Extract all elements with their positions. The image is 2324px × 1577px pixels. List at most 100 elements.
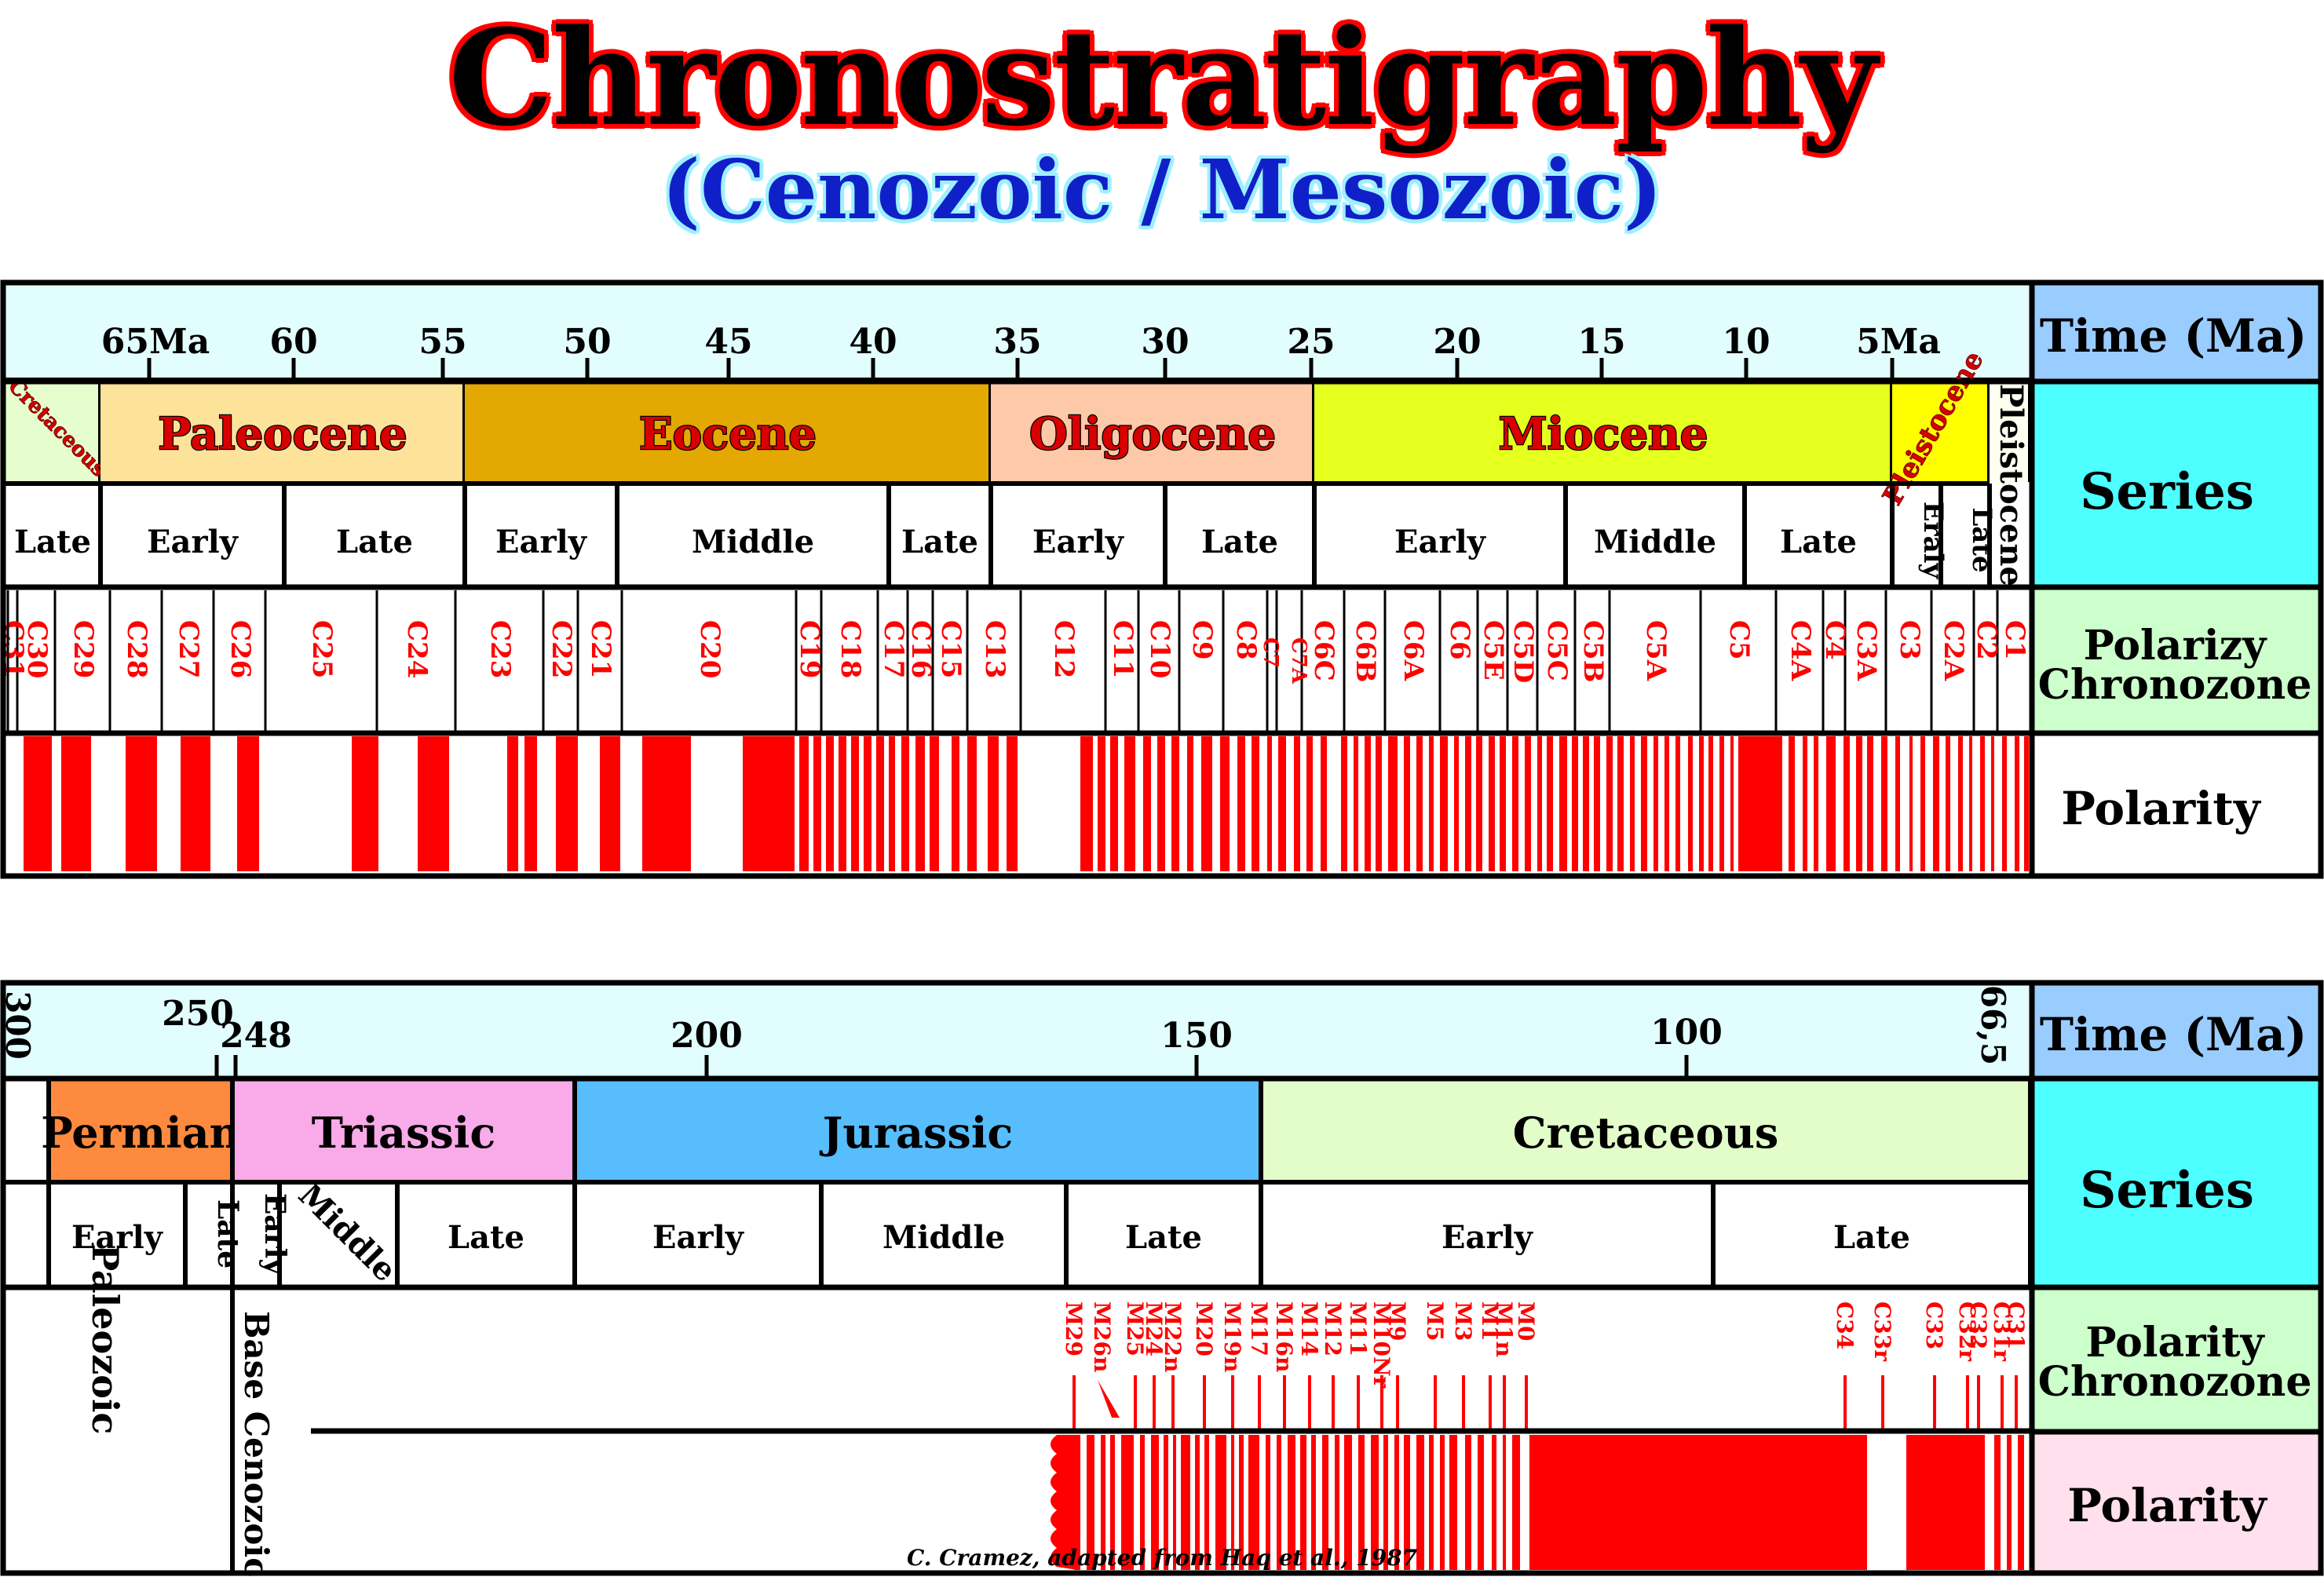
- bottom-period-label: Triassic: [312, 1108, 495, 1158]
- top-polarity-stripe: [1157, 736, 1165, 871]
- top-time-tick-label: 5Ma: [1856, 322, 1941, 362]
- top-chron-label: C17: [878, 620, 909, 678]
- top-polarity-stripe: [1525, 736, 1531, 871]
- top-polarity-stripe: [1803, 736, 1807, 871]
- top-time-tick-label: 30: [1141, 322, 1189, 362]
- bottom-polarity-stripe: [1300, 1435, 1306, 1570]
- top-chron-label: C5D: [1507, 620, 1539, 683]
- top-chron-label: C5B: [1577, 620, 1609, 682]
- top-time-axis: 65Ma 60 55 50 45 40 35 30 25 20 15 10 5Ma: [101, 322, 1941, 380]
- top-polarity-stripe: [1920, 736, 1925, 871]
- cenozoic-panel: Time (Ma) 65Ma 60 55 50 45 40 35 30 25 20 15 10 5Ma …: [0, 279, 2324, 879]
- bottom-subdivision-label: Middle: [291, 1177, 404, 1290]
- top-polarity-stripe: [1007, 736, 1018, 871]
- credit-line: C. Cramez, adapted from Haq et al., 1987: [906, 1545, 1418, 1571]
- top-epoch-label: Oligocene: [1029, 408, 1276, 460]
- top-polarity-stripe: [799, 736, 809, 871]
- bottom-chron-label: M10Nr: [1368, 1301, 1394, 1389]
- bottom-polarity-label: Polarity: [2067, 1479, 2268, 1532]
- bottom-polarity-stripe: [1204, 1435, 1209, 1570]
- bottom-time-tick-label: 150: [1160, 1016, 1233, 1056]
- top-polarity-stripe: [1080, 736, 1093, 871]
- top-time-tick-label: 55: [418, 322, 466, 362]
- top-subdivision-label: Late: [1780, 524, 1857, 560]
- bottom-polarity-stripe: [1101, 1435, 1105, 1570]
- bottom-time-label-box: [2034, 984, 2319, 1077]
- bottom-time-tick-label: 300: [0, 991, 37, 1060]
- top-polarity-stripe: [1267, 736, 1272, 871]
- top-subdivision-label: Late: [1201, 524, 1278, 560]
- bottom-time-label: Time (Ma): [2040, 1008, 2307, 1061]
- bottom-polarity-stripe: [1906, 1435, 1985, 1570]
- top-polarity-stripe: [839, 736, 846, 871]
- top-polarity-stripe: [1933, 736, 1939, 871]
- top-chron-label: C10: [1144, 620, 1175, 678]
- top-polarity-stripe: [1991, 736, 1994, 871]
- top-polarity-label-box: [2034, 735, 2319, 874]
- top-polarity-stripe: [24, 736, 52, 871]
- bottom-chron-label: M17: [1246, 1301, 1272, 1356]
- top-chron-label: C16: [905, 620, 937, 678]
- bottom-subdivision-label: Middle: [882, 1219, 1005, 1256]
- top-chron-label: C2: [1971, 620, 2002, 660]
- top-polarity-stripe: [1699, 736, 1704, 871]
- bottom-time-band: [5, 984, 2030, 1077]
- top-polarity-label: Polarity: [2061, 782, 2262, 835]
- top-chron-label: C23: [484, 620, 516, 678]
- top-polarity-stripe: [952, 736, 959, 871]
- top-polarity-stripe: [1416, 736, 1423, 871]
- bottom-chronozone-label-1: Polarity: [2085, 1319, 2265, 1367]
- top-subdivision-label: Late: [1966, 507, 1997, 572]
- top-polarity-stripe: [967, 736, 977, 871]
- top-chron-label: C12: [1048, 620, 1080, 678]
- bottom-polarity-stripe: [1051, 1435, 1077, 1570]
- top-subdivision-label: Early: [147, 524, 239, 560]
- top-epoch-cell: [1990, 383, 2030, 482]
- top-epoch-cell: [465, 383, 991, 482]
- bottom-time-tick-label: 100: [1650, 1013, 1723, 1053]
- top-polarity-stripe: [915, 736, 925, 871]
- top-time-tick-label: 20: [1433, 322, 1481, 362]
- bottom-chron-label: M22n: [1160, 1301, 1186, 1372]
- top-chron-label: C5C: [1541, 620, 1573, 681]
- top-chron-label: C25: [306, 620, 338, 678]
- top-chron-label: C5A: [1640, 620, 1672, 681]
- top-time-tick-label: 45: [704, 322, 752, 362]
- top-epoch-cell: [1314, 383, 1892, 482]
- top-polarity-stripe: [1171, 736, 1179, 871]
- top-chron-label: C6B: [1350, 620, 1381, 682]
- top-polarity-stripe: [1388, 736, 1398, 871]
- top-time-tick-label: 40: [849, 322, 897, 362]
- top-polarity-stripe: [1220, 736, 1230, 871]
- top-chron-label: C24: [401, 620, 433, 678]
- bottom-polarity-stripe: [1239, 1435, 1244, 1570]
- top-chronozone-label-2: Chronozone: [2038, 661, 2312, 709]
- bottom-polarity-stripe: [1335, 1435, 1339, 1570]
- top-polarity-stripe: [1738, 736, 1782, 871]
- bottom-subdivision-label: Late: [211, 1199, 244, 1269]
- top-polarity-stripe: [1376, 736, 1382, 871]
- top-time-label-box: [2034, 284, 2319, 380]
- bottom-chronozone-label-2: Chronozone: [2038, 1358, 2312, 1406]
- top-polarity-stripe: [1630, 736, 1635, 871]
- top-polarity-stripe: [1708, 736, 1713, 871]
- top-polarity-row: [24, 736, 2029, 871]
- top-chron-label: C29: [68, 620, 99, 678]
- bottom-chron-label: M1: [1477, 1301, 1503, 1341]
- top-polarity-stripe: [1454, 736, 1459, 871]
- bottom-period-cell: [235, 1081, 572, 1181]
- top-polarity-stripe: [1730, 736, 1734, 871]
- top-polarity-stripe: [1341, 736, 1347, 871]
- top-subdivision-label: Early: [1394, 524, 1487, 560]
- top-polarity-stripe: [1110, 736, 1118, 871]
- bottom-polarity-stripe: [1322, 1435, 1328, 1570]
- top-time-tick-label: 35: [993, 322, 1041, 362]
- bottom-chron-label: M9: [1384, 1301, 1410, 1341]
- top-polarity-stripe: [1476, 736, 1482, 871]
- top-polarity-stripe: [1404, 736, 1410, 871]
- bottom-polarity-stripe: [1277, 1435, 1281, 1570]
- top-polarity-stripe: [1512, 736, 1518, 871]
- bottom-time-tick-label: 200: [671, 1016, 743, 1056]
- top-polarity-stripe: [1559, 736, 1567, 871]
